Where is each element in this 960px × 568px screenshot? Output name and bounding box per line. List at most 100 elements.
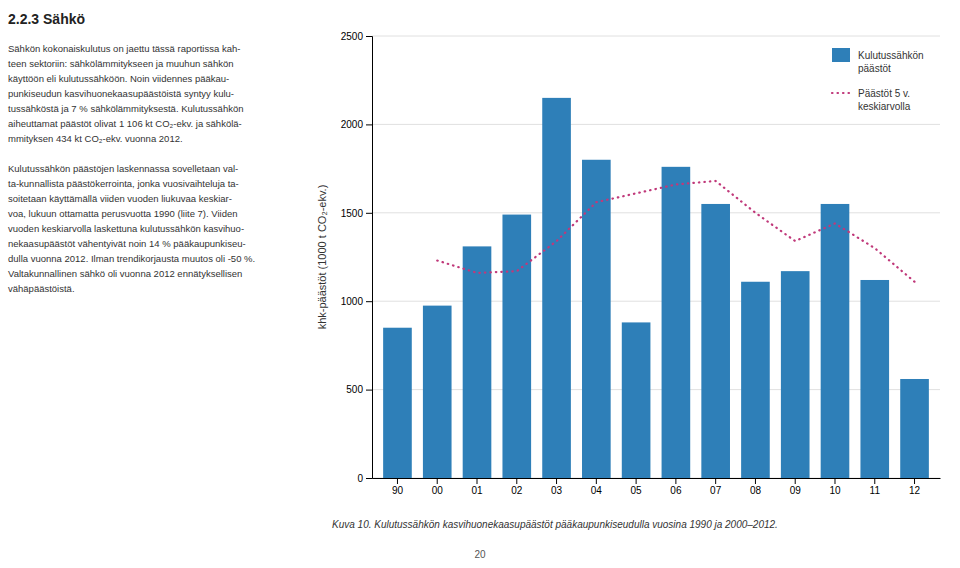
y-axis-line [366, 37, 373, 479]
y-tick: 0 [357, 473, 372, 484]
plot-area [383, 98, 929, 478]
x-tick-label: 02 [511, 485, 523, 496]
x-tick-label: 12 [909, 485, 921, 496]
x-tick-label: 05 [631, 485, 643, 496]
x-tick: 12 [909, 478, 921, 496]
y-axis-title: khk-päästöt (1000 t CO₂-ekv.) [316, 185, 328, 330]
y-tick: 2500 [341, 31, 372, 42]
grid-line [372, 212, 940, 213]
bar [821, 204, 850, 478]
line [437, 181, 914, 282]
y-tick-mark [366, 478, 372, 479]
x-tick-mark [636, 478, 637, 484]
legend-label: Päästöt 5 v. keskiarvolla [858, 88, 911, 112]
body-text: Kulutussähkön päästöjen laskennassa sove… [8, 163, 255, 294]
x-axis: 90 00 01 02 03 04 05 06 07 08 09 10 11 12 [373, 478, 941, 496]
bar [622, 322, 651, 478]
x-tick-mark [477, 478, 478, 484]
bar [741, 282, 770, 478]
bar [662, 167, 691, 478]
grid-line [372, 389, 940, 390]
y-tick-mark [366, 124, 372, 125]
text-line: Päästöt 5 v. [858, 88, 910, 99]
x-tick-label: 03 [551, 485, 563, 496]
x-tick: 05 [631, 478, 643, 496]
grid [372, 36, 940, 478]
title: 2.2.3 Sähkö [8, 11, 85, 27]
x-tick-mark [397, 478, 398, 484]
grid-line [372, 478, 940, 479]
x-tick-mark [914, 478, 915, 484]
y-tick-label: 2000 [341, 119, 364, 130]
x-tick-label: 11 [870, 485, 881, 496]
x-tick: 02 [511, 478, 523, 496]
bar [781, 271, 810, 478]
text-line: nekaasupäästöt vähentyivät noin 14 % pää… [8, 238, 246, 249]
x-axis-line [373, 478, 941, 479]
bar [383, 328, 412, 478]
x-tick-mark [834, 478, 835, 484]
x-tick-label: 06 [670, 485, 682, 496]
text-line: käyttöön eli kulutussähköön. Noin viiden… [8, 73, 229, 84]
x-tick-mark [755, 478, 756, 484]
x-tick-label: 01 [471, 485, 483, 496]
text-line: ta-kunnallista päästökerrointa, jonka vu… [8, 178, 239, 189]
y-tick-mark [366, 213, 372, 214]
y-tick-label: 1500 [341, 208, 364, 219]
y-tick: 1500 [341, 208, 372, 219]
x-tick-mark [795, 478, 796, 484]
text-line: aiheuttamat päästöt olivat 1 106 kt CO₂-… [8, 118, 242, 129]
legend-item: Kulutussähkön päästöt [832, 48, 924, 74]
text-line: voa, lukuun ottamatta perusvuotta 1990 (… [8, 208, 238, 219]
x-tick-mark [516, 478, 517, 484]
x-tick-label: 10 [829, 485, 841, 496]
body-text: Sähkön kokonaiskulutus on jaettu tässä r… [8, 43, 244, 144]
x-tick-label: 04 [591, 485, 603, 496]
legend-item: Päästöt 5 v. keskiarvolla [832, 88, 911, 112]
text-line: päästöt [858, 63, 891, 74]
legend-swatch [832, 92, 850, 94]
x-tick: 00 [432, 478, 444, 496]
legend-swatch [832, 48, 850, 62]
bar [860, 280, 889, 478]
bar [502, 215, 531, 478]
y-axis: 0 500 1000 1500 2000 2500 [341, 31, 373, 484]
text-line: Kulutussähkön [858, 50, 924, 61]
y-tick-mark [366, 390, 372, 391]
y-tick-label: 2500 [341, 31, 364, 42]
bar-series [383, 98, 929, 478]
bar [701, 204, 730, 478]
text-line: tussähköstä ja 7 % sähkölämmityksestä. K… [8, 103, 244, 114]
x-tick: 06 [670, 478, 682, 496]
x-tick: 08 [750, 478, 762, 496]
x-tick-mark [437, 478, 438, 484]
x-tick: 07 [710, 478, 722, 496]
y-tick: 1000 [341, 296, 372, 307]
text-line: Sähkön kokonaiskulutus on jaettu tässä r… [8, 43, 240, 54]
x-tick: 11 [870, 478, 881, 496]
grid-line [372, 36, 940, 37]
legend-label: Kulutussähkön päästöt [858, 50, 924, 74]
y-tick-label: 1000 [341, 296, 364, 307]
y-tick-label: 0 [357, 473, 363, 484]
x-tick: 09 [790, 478, 802, 496]
text-line: keskiarvolla [858, 101, 911, 112]
text-line: Kulutussähkön päästöjen laskennassa sove… [8, 163, 238, 174]
y-tick-label: 500 [346, 384, 363, 395]
x-tick-mark [874, 478, 875, 484]
text-line: vuoden keskiarvolla laskettuna kulutussä… [8, 223, 244, 234]
y-tick-mark [366, 301, 372, 302]
text-line: soitetaan käyttämällä viiden vuoden liuk… [8, 193, 232, 204]
x-tick: 04 [591, 478, 603, 496]
x-tick-label: 08 [750, 485, 762, 496]
x-tick: 10 [829, 478, 841, 496]
bar [423, 306, 452, 478]
text-line: Valtakunnallinen sähkö oli vuonna 2012 e… [8, 268, 242, 279]
text-line: vähäpäästöistä. [8, 283, 75, 294]
text-line: punkiseudun kasvihuonekaasupäästöistä sy… [8, 88, 234, 99]
page-number: 20 [474, 549, 486, 560]
x-tick: 90 [392, 478, 404, 496]
x-tick: 01 [471, 478, 483, 496]
page: 2.2.3 Sähkö Sähkön kokonaiskulutus on jae… [0, 0, 960, 568]
text-line: teen sektoriin: sähkölämmitykseen ja muu… [8, 58, 233, 69]
